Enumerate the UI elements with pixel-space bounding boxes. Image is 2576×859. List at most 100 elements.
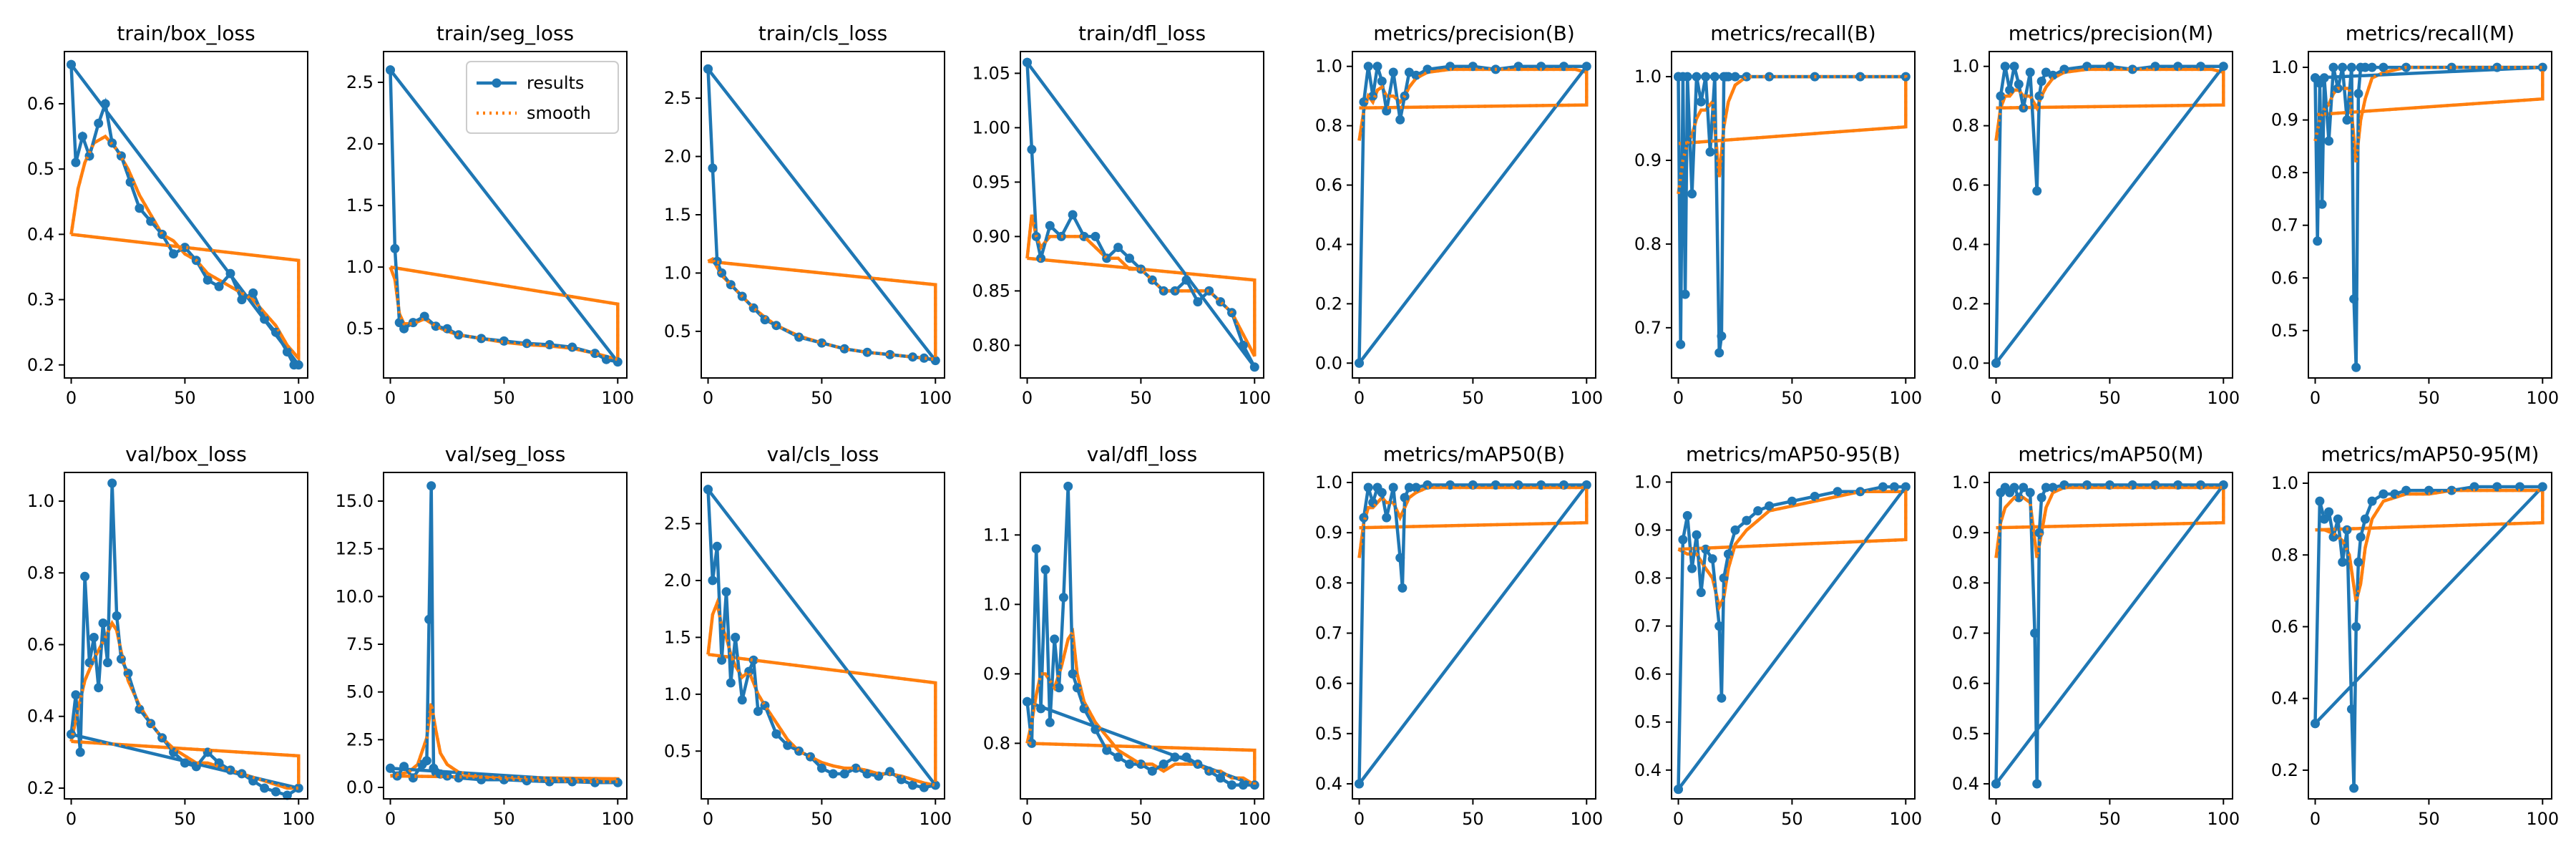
results-point <box>499 336 509 346</box>
subplot-title: metrics/mAP50-95(M) <box>2321 442 2540 466</box>
results-line <box>1025 486 1256 787</box>
results-point <box>1388 67 1398 77</box>
results-point <box>1787 496 1797 506</box>
y-tick-label: 2.5 <box>664 88 691 108</box>
results-point <box>2319 514 2329 524</box>
y-tick-label: 0.7 <box>1315 623 1342 643</box>
results-point <box>293 360 303 370</box>
results-point <box>271 787 280 797</box>
results-point <box>2104 480 2114 490</box>
results-point <box>1674 72 1683 82</box>
x-tick-label: 0 <box>66 388 77 408</box>
y-tick-label: 1.0 <box>664 684 691 704</box>
legend: results smooth <box>466 61 619 134</box>
x-tick-label: 50 <box>493 388 515 408</box>
subplot-title: val/dfl_loss <box>1087 442 1197 466</box>
x-tick-label: 50 <box>493 809 515 829</box>
results-point <box>1068 210 1078 220</box>
results-line <box>389 485 618 785</box>
y-tick-label: 1.05 <box>972 63 1010 83</box>
y-tick-label: 0.5 <box>27 159 54 179</box>
results-point <box>590 349 600 359</box>
subplot-title: val/cls_loss <box>767 442 879 466</box>
x-tick-label: 100 <box>1238 388 1271 408</box>
results-point <box>260 783 270 793</box>
results-point <box>1678 535 1688 545</box>
results-line <box>706 488 939 790</box>
results-point <box>2367 496 2377 506</box>
results-point <box>1045 717 1055 727</box>
y-tick-label: 2.0 <box>664 147 691 167</box>
results-point <box>1742 515 1752 525</box>
axes-frame <box>1352 51 1596 379</box>
x-tick-label: 0 <box>1022 809 1033 829</box>
axes-frame <box>64 51 308 379</box>
subplot-3: train/dfl_loss 0 50 100 0.80 0.85 0.90 0.95 1.00… <box>972 21 1272 408</box>
results-point <box>885 767 895 777</box>
results-point <box>1717 693 1727 703</box>
results-point <box>2537 62 2547 72</box>
results-point <box>282 347 292 356</box>
subplot-0: train/box_loss 0 50 100 0.2 0.3 0.4 0.5 0.6 <box>27 21 315 408</box>
results-point <box>1833 487 1843 497</box>
x-tick-label: 0 <box>1354 809 1365 829</box>
y-tick-label: 0.4 <box>1315 774 1342 794</box>
smooth-dots <box>1994 67 2225 141</box>
results-point <box>839 344 849 354</box>
results-line <box>2313 65 2543 368</box>
results-point <box>107 478 117 488</box>
x-tick-label: 50 <box>1130 388 1152 408</box>
x-tick-label: 50 <box>811 809 833 829</box>
smooth-dots <box>389 265 620 362</box>
results-point <box>100 99 110 109</box>
subplot-1: train/seg_loss 0 50 100 0.5 1.0 1.5 2.0 2.5 resul… <box>346 21 634 408</box>
y-tick-label: 1.0 <box>664 263 691 283</box>
results-point <box>1991 358 2001 368</box>
x-tick-label: 100 <box>601 388 634 408</box>
y-tick-label: 0.90 <box>972 226 1010 246</box>
x-tick-label: 50 <box>1130 809 1152 829</box>
results-point <box>248 288 258 298</box>
subplot-15: metrics/mAP50-95(M) 0 50 100 0.2 0.4 0.6 0.8 1.0 <box>2271 442 2559 829</box>
results-point <box>1559 480 1568 490</box>
subplot-title: train/dfl_loss <box>1078 21 1206 45</box>
results-point <box>477 334 487 344</box>
subplot-8: val/box_loss 0 50 100 0.2 0.4 0.6 0.8 1.0 <box>27 442 315 829</box>
results-point <box>2360 514 2370 524</box>
results-point <box>2324 136 2334 146</box>
results-point <box>2000 62 2010 72</box>
y-tick-label: 1.0 <box>27 491 54 511</box>
results-point <box>1395 553 1405 563</box>
results-point <box>1714 348 1724 358</box>
y-tick-label: 0.6 <box>2271 268 2298 288</box>
results-point <box>77 132 87 142</box>
results-point <box>1411 70 1421 80</box>
results-point <box>1181 752 1191 762</box>
results-point <box>1377 487 1387 498</box>
y-tick-label: 0.4 <box>1634 760 1662 780</box>
results-point <box>1363 62 1373 72</box>
x-tick-label: 50 <box>1781 388 1803 408</box>
subplot-title: metrics/precision(M) <box>2009 21 2214 45</box>
results-point <box>1363 482 1373 492</box>
x-tick-label: 0 <box>2310 809 2321 829</box>
x-tick-label: 0 <box>1354 388 1365 408</box>
results-point <box>1991 779 2001 789</box>
subplot-title: train/box_loss <box>117 21 255 45</box>
results-point <box>2446 485 2457 495</box>
subplot-7: metrics/recall(M) 0 50 100 0.5 0.6 0.7 0.8 0.9 1.… <box>2271 21 2559 408</box>
results-point <box>390 243 400 253</box>
results-point <box>2127 64 2137 74</box>
subplot-11: val/dfl_loss 0 50 100 0.8 0.9 1.0 1.1 <box>983 442 1271 829</box>
x-tick-label: 0 <box>2310 388 2321 408</box>
y-tick-label: 1.5 <box>664 627 691 647</box>
results-point <box>2360 62 2370 72</box>
results-point <box>2104 62 2114 72</box>
results-point <box>1249 780 1259 790</box>
results-point <box>2319 73 2329 83</box>
results-point <box>1680 289 1690 299</box>
subplot-title: metrics/mAP50-95(B) <box>1686 442 1901 466</box>
y-tick-label: 0.4 <box>1952 774 1979 794</box>
y-tick-label: 0.8 <box>983 733 1010 753</box>
results-point <box>1238 340 1248 350</box>
